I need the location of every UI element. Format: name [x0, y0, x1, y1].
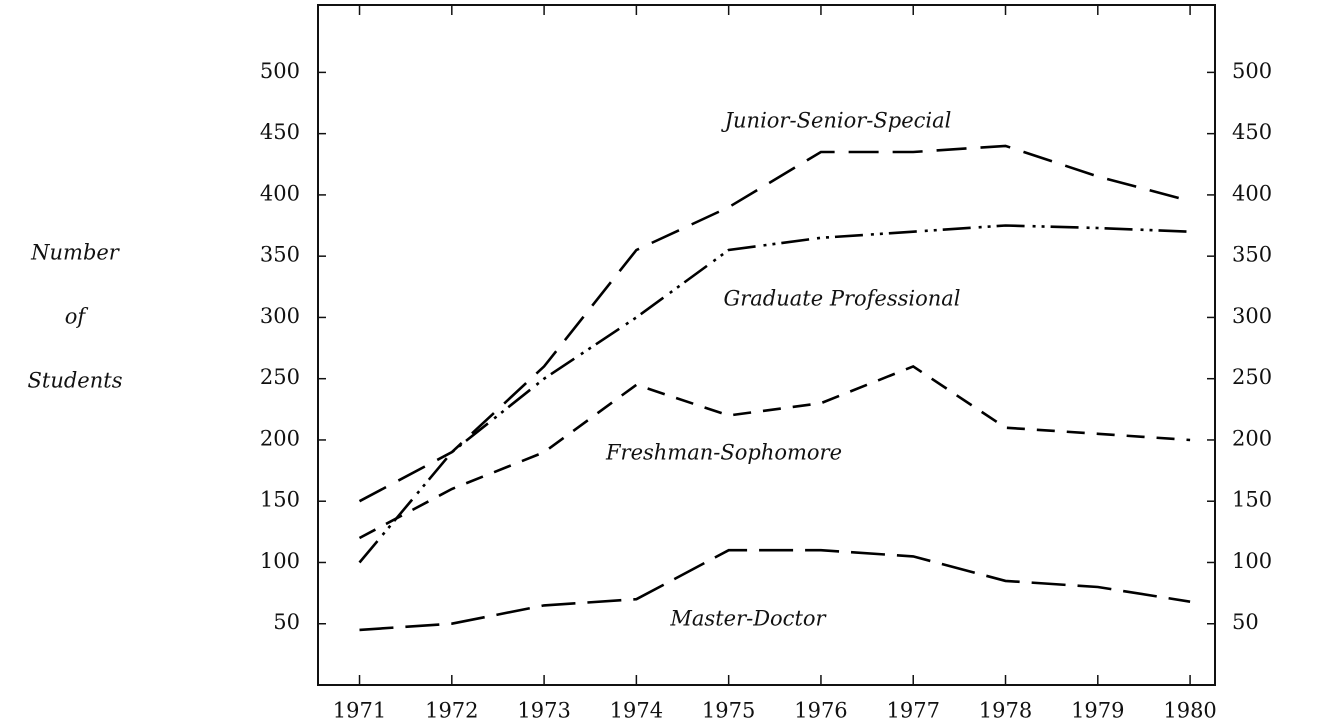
- y-tick-label: 100: [260, 549, 300, 573]
- y-tick-label: 350: [260, 243, 300, 267]
- series-label: Freshman-Sophomore: [605, 441, 842, 465]
- series-label: Junior-Senior-Special: [721, 109, 952, 133]
- y2-tick-label: 450: [1232, 120, 1272, 144]
- series-label: Master-Doctor: [669, 607, 827, 631]
- x-tick-label: 1979: [1071, 699, 1124, 723]
- y-tick-label: 400: [260, 181, 300, 205]
- y2-tick-label: 400: [1232, 181, 1272, 205]
- y-tick-label: 500: [260, 59, 300, 83]
- y-tick-label: 50: [273, 610, 300, 634]
- y-tick-label: 200: [260, 426, 300, 450]
- y-axis-label: Students: [28, 369, 123, 393]
- x-tick-label: 1976: [794, 699, 847, 723]
- y-tick-label: 450: [260, 120, 300, 144]
- x-tick-label: 1975: [702, 699, 755, 723]
- y2-tick-label: 300: [1232, 304, 1272, 328]
- y2-tick-label: 350: [1232, 243, 1272, 267]
- y-axis-label: Number: [30, 241, 121, 265]
- x-tick-label: 1978: [979, 699, 1032, 723]
- series-line: [358, 224, 1191, 564]
- y2-tick-label: 100: [1232, 549, 1272, 573]
- x-tick-label: 1980: [1163, 699, 1216, 723]
- y-tick-label: 300: [260, 304, 300, 328]
- series-line: [358, 364, 1191, 540]
- x-tick-label: 1971: [333, 699, 386, 723]
- series-line: [358, 144, 1191, 503]
- y2-tick-label: 200: [1232, 426, 1272, 450]
- plot-frame: [317, 4, 1216, 686]
- series-label: Graduate Professional: [723, 287, 960, 311]
- y2-tick-label: 250: [1232, 365, 1272, 389]
- x-tick-label: 1972: [425, 699, 478, 723]
- y2-tick-label: 50: [1232, 610, 1259, 634]
- y2-tick-label: 500: [1232, 59, 1272, 83]
- x-tick-label: 1977: [887, 699, 940, 723]
- y-axis-label: of: [65, 305, 89, 329]
- x-tick-label: 1973: [517, 699, 570, 723]
- series-line: [359, 548, 1191, 632]
- x-tick-label: 1974: [610, 699, 663, 723]
- y2-tick-label: 150: [1232, 488, 1272, 512]
- y-tick-label: 150: [260, 488, 300, 512]
- y-tick-label: 250: [260, 365, 300, 389]
